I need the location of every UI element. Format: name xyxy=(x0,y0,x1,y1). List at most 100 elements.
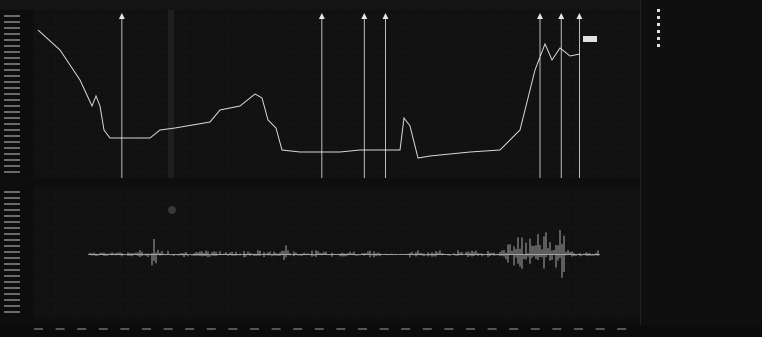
upper-y-tick-label xyxy=(4,105,20,107)
lower-y-tick-label xyxy=(4,257,20,259)
lower-x-tick-label xyxy=(444,328,454,330)
lower-x-tick-label xyxy=(336,328,346,330)
lower-x-tick-label xyxy=(271,328,281,330)
parameter-row xyxy=(661,158,761,163)
upper-trend-canvas[interactable] xyxy=(0,10,641,178)
upper-y-tick-label xyxy=(4,141,20,143)
upper-y-tick-label xyxy=(4,171,20,173)
upper-y-tick-label xyxy=(4,21,20,23)
parameter-row xyxy=(661,163,761,168)
upper-y-tick-label xyxy=(4,75,20,77)
lower-x-tick-label xyxy=(314,328,324,330)
parameter-row xyxy=(661,92,761,97)
monitor-screen xyxy=(0,0,762,330)
upper-y-tick-label xyxy=(4,63,20,65)
lower-trend-canvas[interactable] xyxy=(0,186,641,318)
lower-x-tick-label xyxy=(379,328,389,330)
lower-x-tick-label xyxy=(120,328,130,330)
lower-x-tick-label xyxy=(574,328,583,330)
upper-y-tick-label xyxy=(4,51,20,53)
parameter-row xyxy=(661,97,761,102)
lower-x-tick-label xyxy=(422,328,432,330)
upper-y-tick-label xyxy=(4,15,20,17)
legend-swatch xyxy=(657,9,660,12)
lower-y-tick-label xyxy=(4,305,20,307)
upper-x-axis xyxy=(0,178,640,189)
parameter-row xyxy=(661,147,761,152)
lower-x-tick-label xyxy=(163,328,173,330)
upper-y-tick-label xyxy=(4,159,20,161)
upper-glare-band xyxy=(168,10,174,178)
side-panel xyxy=(640,0,762,325)
parameter-row xyxy=(661,75,761,80)
lower-x-axis-ticks xyxy=(34,328,627,330)
upper-y-tick-label xyxy=(4,57,20,59)
upper-y-tick-label xyxy=(4,45,20,47)
upper-y-tick-label xyxy=(4,123,20,125)
lower-trace-line xyxy=(89,229,599,278)
parameter-row xyxy=(661,86,761,91)
lower-x-tick-label xyxy=(487,328,497,330)
lower-y-tick-label xyxy=(4,311,20,313)
event-marker-triangle xyxy=(537,13,544,19)
lower-y-tick-label xyxy=(4,239,20,241)
lower-trend-plot[interactable] xyxy=(0,186,641,318)
legend-swatch xyxy=(657,37,660,40)
upper-y-tick-label xyxy=(4,135,20,137)
event-marker-triangle xyxy=(361,13,368,19)
lower-y-tick-label xyxy=(4,215,20,217)
event-marker-triangle xyxy=(118,13,125,19)
upper-y-tick-label xyxy=(4,117,20,119)
lower-x-tick-label xyxy=(293,328,303,330)
legend-swatch xyxy=(657,23,660,26)
lower-y-tick-label xyxy=(4,251,20,253)
parameter-row xyxy=(661,103,761,108)
lower-glare-spot xyxy=(168,206,176,214)
lower-y-tick-label xyxy=(4,275,20,277)
lower-x-tick-label xyxy=(206,328,216,330)
parameter-row xyxy=(661,70,761,75)
lower-y-tick-label xyxy=(4,221,20,223)
lower-x-tick-label xyxy=(185,328,195,330)
parameter-row xyxy=(661,108,761,113)
lower-y-tick-label xyxy=(4,245,20,247)
lower-y-tick-label xyxy=(4,299,20,301)
lower-x-tick-label xyxy=(552,328,562,330)
upper-y-tick-label xyxy=(4,33,20,35)
lower-y-tick-label xyxy=(4,263,20,265)
lower-y-tick-label xyxy=(4,191,20,193)
event-marker-triangle xyxy=(576,13,583,19)
lower-x-tick-label xyxy=(358,328,367,330)
lower-x-tick-label xyxy=(98,328,108,330)
parameter-row xyxy=(661,169,761,174)
upper-trend-plot[interactable] xyxy=(0,10,641,178)
lower-x-tick-label xyxy=(401,328,411,330)
lower-x-tick-label xyxy=(595,328,605,330)
upper-y-tick-label xyxy=(4,87,20,89)
legend-swatch xyxy=(657,44,660,47)
upper-y-tick-label xyxy=(4,39,20,41)
event-marker-triangle xyxy=(558,13,565,19)
lower-x-tick-label xyxy=(77,328,87,330)
lower-x-tick-label xyxy=(617,328,627,330)
lower-x-tick-label xyxy=(142,328,151,330)
lower-x-tick-label xyxy=(55,328,65,330)
parameter-row xyxy=(661,125,761,130)
event-marker-triangle xyxy=(318,13,325,19)
lower-x-tick-label xyxy=(509,328,519,330)
upper-y-tick-label xyxy=(4,81,20,83)
top-toolbar xyxy=(0,0,762,10)
lower-y-tick-label xyxy=(4,203,20,205)
lower-y-tick-label xyxy=(4,281,20,283)
parameter-row xyxy=(661,152,761,157)
upper-y-tick-label xyxy=(4,27,20,29)
upper-y-tick-label xyxy=(4,111,20,113)
event-marker-triangle xyxy=(382,13,389,19)
lower-x-tick-label xyxy=(250,328,259,330)
upper-y-tick-label xyxy=(4,69,20,71)
upper-trace-line xyxy=(37,29,581,159)
parameter-row xyxy=(661,130,761,135)
lower-y-tick-label xyxy=(4,287,20,289)
upper-y-tick-label xyxy=(4,129,20,131)
parameter-row xyxy=(661,81,761,86)
